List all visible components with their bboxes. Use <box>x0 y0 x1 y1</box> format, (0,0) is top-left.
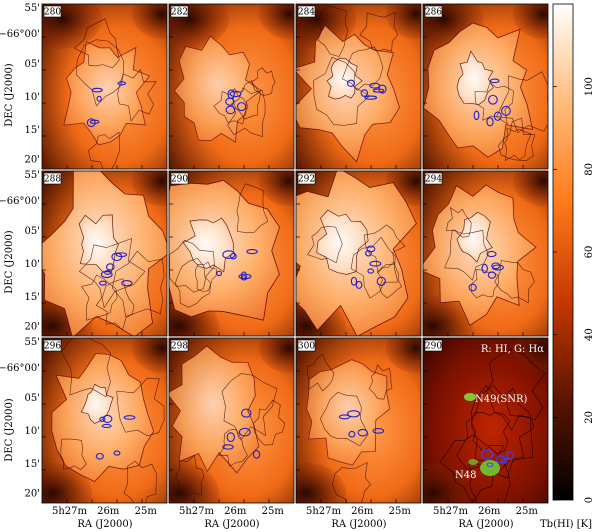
panel-label: 280 <box>43 5 61 18</box>
colorbar-tick-label: 0 <box>584 497 595 503</box>
panel-label: 292 <box>297 172 316 185</box>
ra-tick-label: 25m <box>262 506 285 517</box>
dec-tick-label: 20' <box>25 489 40 500</box>
ra-tick-labels: 5h27m 26m 25m 5h27m 26m 25m 5h27m 26m 25m 5h27m 26… <box>52 506 538 517</box>
ra-tick-label: 25m <box>389 506 412 517</box>
panel-label: 296 <box>43 339 61 352</box>
dec-tick-label: −66°00' <box>0 363 40 374</box>
dec-tick-label: 20' <box>25 322 40 333</box>
x-axis-title: RA (J2000) <box>458 519 513 530</box>
x-axis-title: RA (J2000) <box>204 519 259 530</box>
channel-panel: 300 <box>295 337 422 504</box>
svg-text:284: 284 <box>298 8 315 18</box>
panel-label: 288 <box>43 172 61 185</box>
channel-panel: 290 <box>168 170 295 337</box>
dec-tick-label: 20' <box>25 155 40 166</box>
y-axis-title: DEC (J2000) <box>4 63 15 127</box>
channel-panel: 294 <box>422 170 549 337</box>
dec-tick-labels: 55' −66°00' 05' 10' 15' 20' 55' −66°00' 05' 10' 15… <box>0 3 40 500</box>
y-axis-title: DEC (J2000) <box>4 230 15 294</box>
dec-tick-label: −66°00' <box>0 196 40 207</box>
composite-legend: R: HI, G: Hα <box>481 344 544 355</box>
ra-tick-label: 26m <box>351 506 374 517</box>
channel-panel: 288 <box>41 170 168 337</box>
panel-grid: 280 282 284 286 288 290 292 294 296 298 300 R: HI, … <box>41 3 549 504</box>
channel-panel: 296 <box>41 337 168 504</box>
dec-tick-label: 10' <box>25 92 40 103</box>
svg-text:298: 298 <box>171 342 188 352</box>
channel-panel: 284 <box>295 3 422 170</box>
dec-tick-label: 05' <box>25 226 40 237</box>
panel-label: 282 <box>170 5 189 18</box>
svg-text:290: 290 <box>171 175 188 185</box>
ra-tick-label: 25m <box>135 506 158 517</box>
colorbar-tick-label: 100 <box>584 77 595 96</box>
ra-tick-label: 26m <box>97 506 120 517</box>
colorbar-tick-label: 60 <box>584 246 595 259</box>
colorbar-label: Tb(HI) [K] <box>540 519 592 530</box>
dec-tick-label: 10' <box>25 259 40 270</box>
dec-tick-label: −66°00' <box>0 29 40 40</box>
dec-tick-label: 15' <box>25 125 40 136</box>
channel-panel: R: HI, G: Hα N49(SNR) N48 290 <box>422 337 549 504</box>
colorbar: 0 20 40 60 80 100 Tb(HI) [K] <box>540 3 595 530</box>
panel-label: 298 <box>170 339 188 352</box>
svg-text:290: 290 <box>425 342 442 352</box>
panel-label: 284 <box>297 5 315 18</box>
svg-text:300: 300 <box>298 342 315 352</box>
x-axis-title: RA (J2000) <box>77 519 132 530</box>
channel-panel: 280 <box>41 3 168 170</box>
ra-tick-label: 5h27m <box>179 506 215 517</box>
panel-label: 300 <box>297 339 315 352</box>
channel-panel: 298 <box>168 337 295 504</box>
dec-tick-label: 55' <box>25 170 40 181</box>
ra-tick-label: 25m <box>516 506 539 517</box>
channel-panel: 282 <box>168 3 295 170</box>
panel-label: 294 <box>424 172 442 185</box>
svg-text:292: 292 <box>298 175 315 185</box>
dec-tick-label: 55' <box>25 3 40 14</box>
colorbar-tick-label: 40 <box>584 328 595 341</box>
channel-panel: 286 <box>422 3 549 170</box>
ra-tick-label: 5h27m <box>52 506 88 517</box>
dec-tick-label: 15' <box>25 292 40 303</box>
ra-tick-label: 26m <box>224 506 247 517</box>
halpha-n49 <box>464 393 476 401</box>
svg-text:282: 282 <box>171 8 188 18</box>
dec-tick-label: 05' <box>25 59 40 70</box>
ra-tick-label: 5h27m <box>306 506 342 517</box>
y-axis-title: DEC (J2000) <box>4 398 15 462</box>
dec-tick-label: 05' <box>25 393 40 404</box>
colorbar-tick-label: 80 <box>584 163 595 176</box>
dec-tick-label: 15' <box>25 459 40 470</box>
dec-tick-label: 10' <box>25 426 40 437</box>
panel-label: 290 <box>170 172 188 185</box>
colorbar-tick-label: 20 <box>584 411 595 424</box>
channel-panel: 292 <box>295 170 422 337</box>
halpha-n48 <box>480 460 500 476</box>
svg-text:294: 294 <box>425 175 442 185</box>
ra-tick-label: 5h27m <box>433 506 469 517</box>
svg-text:296: 296 <box>44 342 61 352</box>
dec-tick-label: 55' <box>25 337 40 348</box>
panel-label: 290 <box>424 339 442 352</box>
colorbar-ticks: 0 20 40 60 80 100 <box>553 77 595 503</box>
panel-label: 286 <box>424 5 442 18</box>
ra-tick-label: 26m <box>478 506 501 517</box>
annotation-n49: N49(SNR) <box>475 394 528 405</box>
svg-text:286: 286 <box>425 8 442 18</box>
svg-text:280: 280 <box>44 8 61 18</box>
svg-text:288: 288 <box>44 175 61 185</box>
x-axis-title: RA (J2000) <box>331 519 386 530</box>
annotation-n48: N48 <box>455 470 476 481</box>
